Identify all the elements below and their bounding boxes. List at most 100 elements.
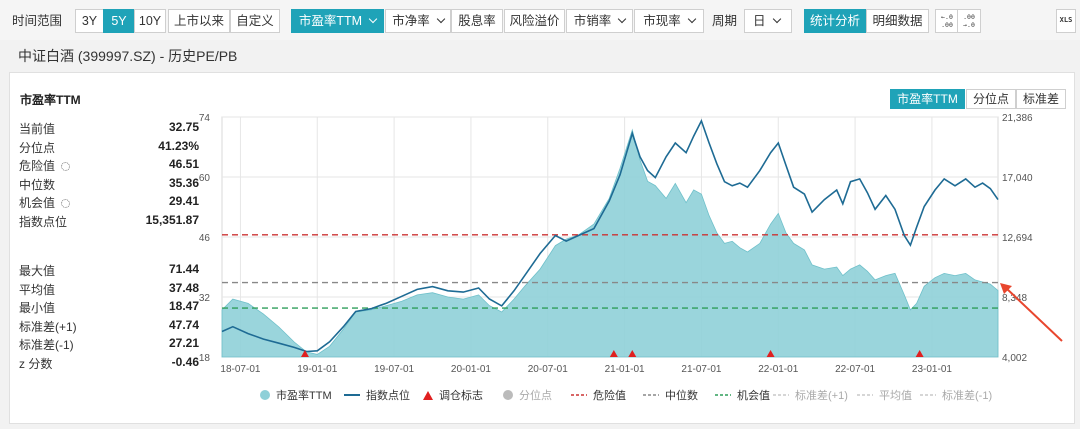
view-1[interactable]: 明细数据 — [866, 9, 929, 33]
stat-value: 41.23% — [158, 138, 199, 153]
y-left-tick: 32 — [199, 293, 211, 304]
chevron-down-icon — [772, 14, 781, 24]
y-left-tick: 60 — [199, 173, 211, 184]
view-1-label: 明细数据 — [872, 14, 923, 28]
rebalance-marker — [628, 350, 637, 357]
range-0[interactable]: 3Y — [75, 9, 104, 33]
range-2[interactable]: 10Y — [134, 9, 166, 33]
toolbar: 时间范围 3Y 5Y 10Y 上市以来 自定义 市盈率TTM 市净率 股息率 风险溢价 市销率 市… — [0, 0, 1080, 40]
stat-label: 最大值 — [19, 264, 56, 278]
y-left-tick: 46 — [199, 233, 211, 244]
rebalance-marker — [766, 350, 775, 357]
y-left-tick: 74 — [199, 113, 211, 124]
stat-row: 当前值 32.75 — [19, 118, 199, 137]
metric-3[interactable]: 风险溢价 — [504, 9, 565, 33]
view-0[interactable]: 统计分析 — [804, 9, 866, 33]
stat-row: 分位点 41.23% — [19, 137, 199, 156]
pointer-arrow-shaft — [1005, 287, 1063, 342]
x-tick: 21-01-01 — [605, 364, 645, 375]
metric-5-label: 市现率 — [643, 14, 681, 28]
period-label: 周期 — [712, 14, 738, 28]
segment-1[interactable]: 分位点 — [966, 89, 1016, 109]
legend-item[interactable]: 指数点位 — [344, 389, 410, 403]
stat-label: 机会值 — [19, 196, 56, 210]
gear-icon[interactable] — [61, 162, 71, 171]
segment-2[interactable]: 标准差 — [1016, 89, 1066, 109]
legend-swatch-shape — [503, 390, 513, 401]
index-line — [221, 118, 999, 353]
legend-swatch-shape — [260, 390, 270, 401]
stat-value: 35.36 — [168, 175, 199, 190]
stat-value: 29.41 — [168, 194, 199, 208]
period-select[interactable]: 日 — [744, 9, 792, 33]
legend-label: 机会值 — [737, 390, 770, 402]
range-3[interactable]: 上市以来 — [168, 9, 230, 33]
legend-item[interactable]: 危险值 — [571, 389, 626, 403]
stat-value: 47.74 — [168, 317, 199, 332]
x-tick: 18-07-01 — [220, 364, 260, 375]
decimal-decrease-icon[interactable]: .00 →.0 — [957, 9, 981, 33]
stat-row: 危险值 46.51 — [19, 155, 199, 174]
range-4[interactable]: 自定义 — [230, 9, 280, 33]
x-tick: 22-07-01 — [835, 364, 875, 375]
stat-row: 中位数 35.36 — [19, 174, 199, 193]
stat-label: 当前值 — [19, 122, 56, 136]
legend-swatch — [423, 391, 433, 401]
chart-panel: 市盈率TTM 市盈率TTM 分位点 标准差 当前值 32.75 分位点 41.23% 危险值… — [9, 72, 1075, 424]
legend-item[interactable]: 调仓标志 — [423, 389, 483, 403]
stat-row: 指数点位 15,351.87 — [19, 211, 199, 230]
range-4-label: 自定义 — [236, 14, 274, 28]
stat-value: 32.75 — [168, 120, 199, 134]
y-left-tick: 18 — [199, 353, 211, 364]
chevron-down-icon — [687, 14, 696, 24]
stat-label: 危险值 — [19, 159, 56, 173]
legend-item[interactable]: 标准差(+1) — [773, 389, 848, 403]
metric-0[interactable]: 市盈率TTM — [291, 9, 384, 33]
legend-label: 市盈率TTM — [276, 390, 332, 402]
metric-1[interactable]: 市净率 — [385, 9, 451, 33]
legend-swatch — [260, 390, 270, 401]
stat-label: z 分数 — [19, 356, 53, 371]
x-tick: 20-01-01 — [451, 364, 491, 375]
decimal-increase-line-2: .00 — [941, 21, 953, 29]
decimal-decrease-line-1: .00 — [963, 13, 975, 21]
legend-swatch — [571, 394, 587, 396]
stat-label: 分位点 — [19, 140, 56, 155]
metric-2[interactable]: 股息率 — [451, 9, 503, 33]
metric-3-label: 风险溢价 — [509, 14, 560, 28]
legend-swatch — [503, 390, 513, 401]
stat-label: 标准差(+1) — [19, 319, 77, 334]
legend-item[interactable]: 平均值 — [857, 389, 912, 403]
period-value: 日 — [753, 14, 766, 28]
y-right-tick: 4,002 — [1002, 353, 1027, 364]
legend-label: 平均值 — [879, 390, 912, 402]
range-1[interactable]: 5Y — [103, 9, 135, 33]
metric-2-label: 股息率 — [458, 14, 496, 28]
legend-item[interactable]: 市盈率TTM — [260, 389, 332, 403]
legend-item[interactable]: 机会值 — [715, 389, 770, 403]
stat-label: 指数点位 — [19, 214, 68, 229]
export-excel-icon[interactable]: XLS — [1056, 9, 1076, 33]
chevron-down-icon — [618, 14, 627, 24]
rebalance-marker — [609, 350, 618, 357]
y-right-tick: 8,348 — [1002, 293, 1027, 304]
metric-4[interactable]: 市销率 — [566, 9, 633, 33]
legend-swatch-shape — [423, 391, 433, 401]
metric-5[interactable]: 市现率 — [634, 9, 704, 33]
stats-top: 当前值 32.75 分位点 41.23% 危险值 46.51 中位数 35.36 机会值 29.4… — [19, 118, 199, 229]
legend-item[interactable]: 标准差(-1) — [920, 389, 992, 403]
stat-row: 标准差(-1) 27.21 — [19, 334, 199, 353]
stat-value: 15,351.87 — [145, 212, 199, 227]
gear-icon[interactable] — [61, 199, 71, 208]
legend-swatch — [920, 394, 936, 396]
legend-label: 指数点位 — [366, 390, 410, 402]
legend-item[interactable]: 中位数 — [643, 389, 698, 403]
x-tick: 20-07-01 — [528, 364, 568, 375]
legend-item[interactable]: 分位点 — [503, 389, 552, 403]
decimal-increase-icon[interactable]: ←.0 .00 — [935, 9, 959, 33]
decimal-increase-line-1: ←.0 — [941, 13, 953, 21]
metric-4-label: 市销率 — [573, 14, 612, 28]
legend-swatch — [773, 394, 789, 396]
segment-0[interactable]: 市盈率TTM — [890, 89, 965, 109]
stat-row: 最大值 71.44 — [19, 260, 199, 279]
